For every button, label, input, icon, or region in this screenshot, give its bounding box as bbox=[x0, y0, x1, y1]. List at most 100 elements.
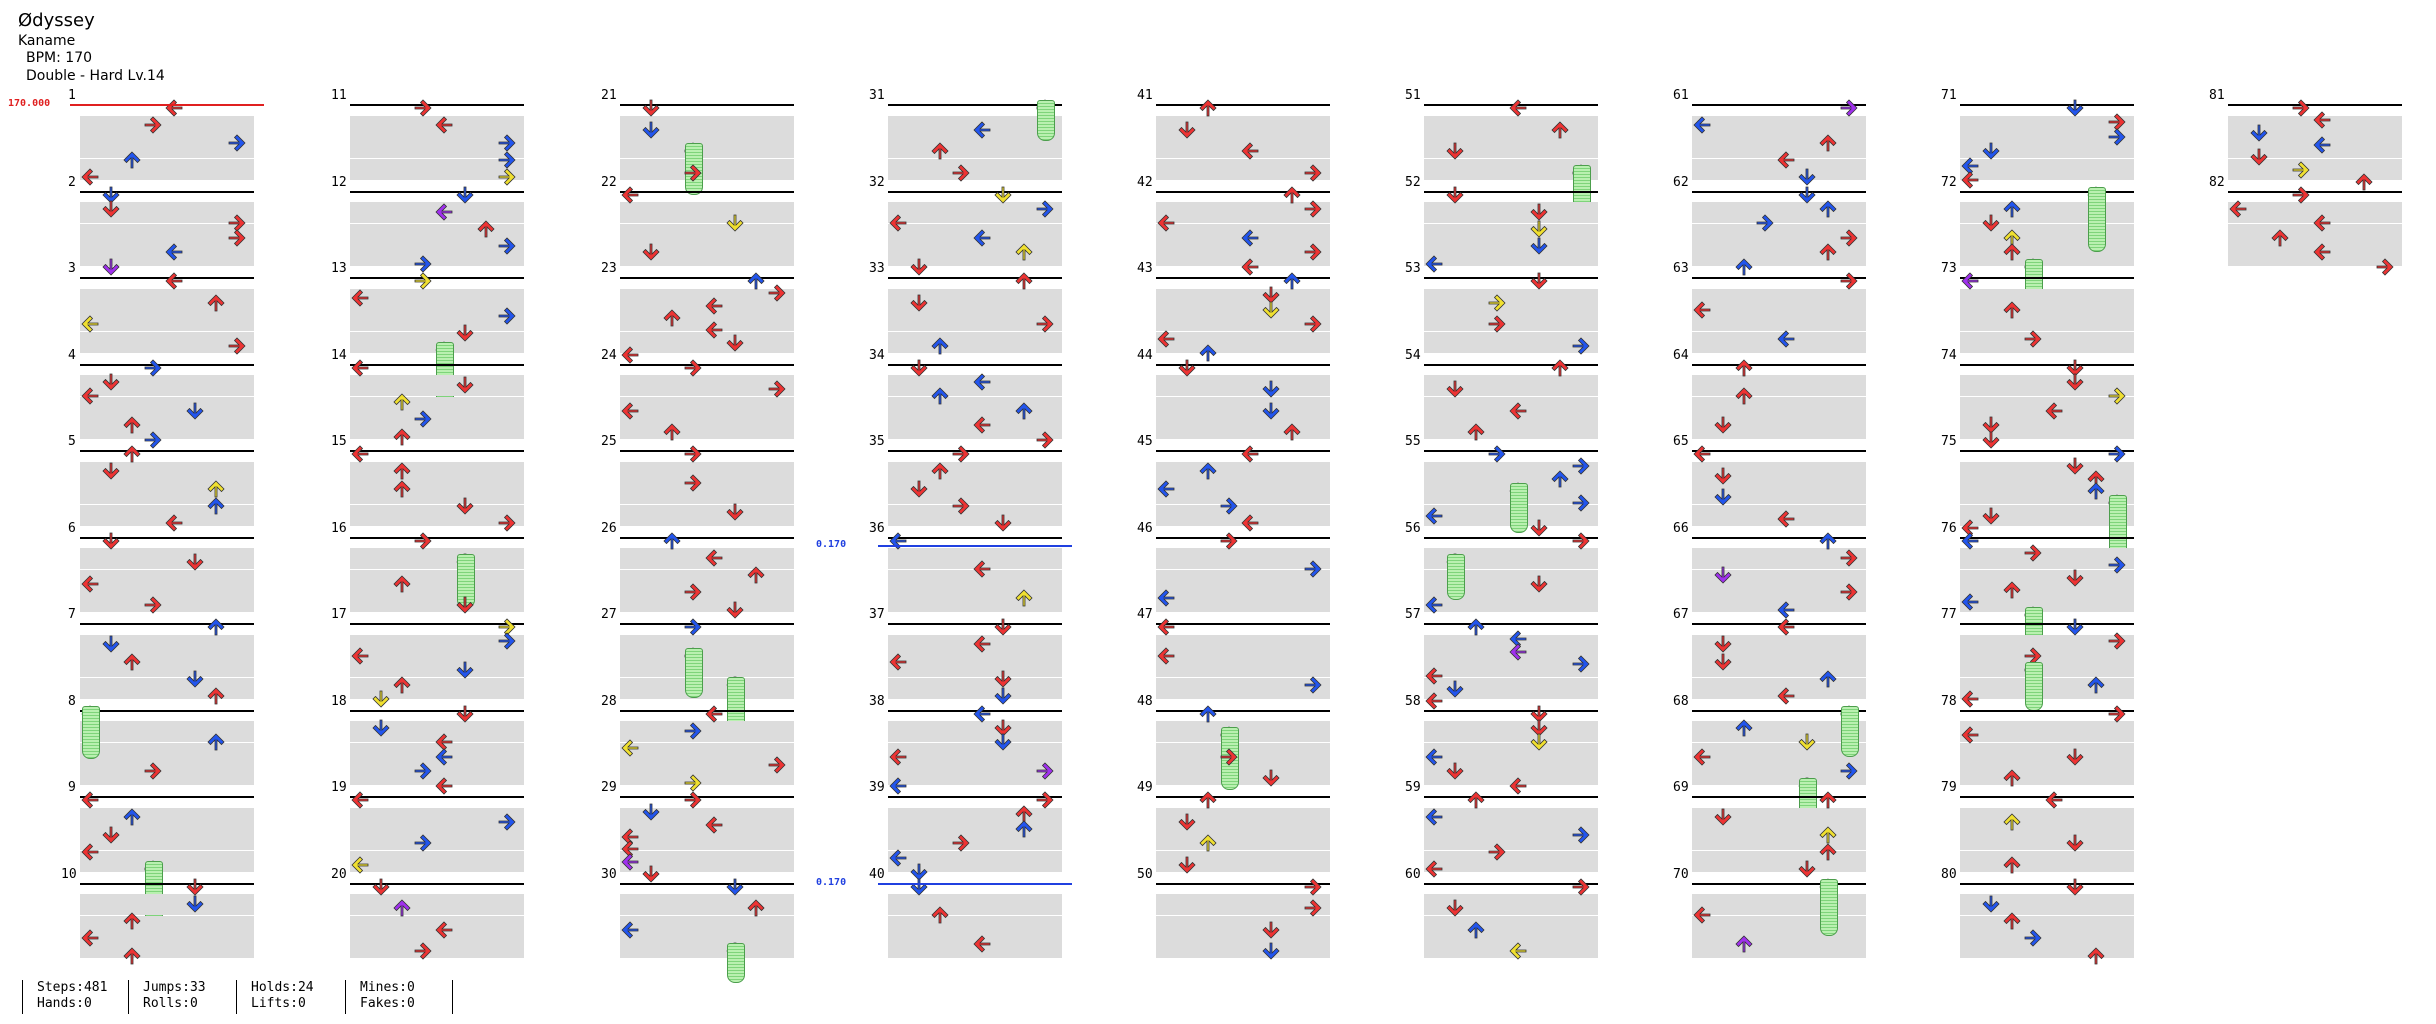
measure-line bbox=[80, 882, 254, 885]
measure-line bbox=[1960, 190, 2134, 193]
measure-number: 43 bbox=[1137, 261, 1153, 276]
measure-line bbox=[2228, 190, 2402, 193]
beat-row bbox=[620, 807, 794, 829]
beat-row bbox=[1960, 721, 2134, 743]
arrow-down-note bbox=[101, 199, 121, 219]
arrow-right-note bbox=[1487, 444, 1507, 464]
arrow-down-note bbox=[1797, 185, 1817, 205]
beat-row bbox=[1424, 375, 1598, 397]
measure-number: 13 bbox=[331, 261, 347, 276]
beat-row bbox=[1156, 850, 1330, 872]
measure-line bbox=[350, 709, 524, 712]
arrow-down-note bbox=[1713, 807, 1733, 827]
arrow-up-note bbox=[1198, 343, 1218, 363]
beat-row bbox=[620, 375, 794, 397]
arrow-down-note bbox=[641, 98, 661, 118]
beat-row bbox=[888, 548, 1062, 570]
measure-line bbox=[80, 536, 254, 539]
measure-line bbox=[1156, 450, 1330, 452]
beat-row bbox=[80, 504, 254, 526]
arrow-down-note bbox=[725, 333, 745, 353]
arrow-left-note bbox=[80, 928, 100, 948]
arrow-up-note bbox=[1014, 819, 1034, 839]
arrow-up-note bbox=[1734, 718, 1754, 738]
arrow-right-note bbox=[2107, 631, 2127, 651]
arrow-up-note bbox=[122, 415, 142, 435]
beat-row bbox=[1156, 137, 1330, 159]
arrow-left-note bbox=[972, 634, 992, 654]
beat-row bbox=[350, 829, 524, 851]
arrow-down-note bbox=[2065, 833, 2085, 853]
arrow-left-note bbox=[1508, 642, 1528, 662]
hold-note bbox=[1510, 483, 1528, 534]
beat-row bbox=[888, 375, 1062, 397]
measure-number: 23 bbox=[601, 261, 617, 276]
beat-row bbox=[350, 504, 524, 526]
measure-number: 35 bbox=[869, 434, 885, 449]
arrow-right-note bbox=[1839, 98, 1859, 118]
arrow-up-note bbox=[206, 496, 226, 516]
arrow-down-note bbox=[1529, 732, 1549, 752]
beat-row bbox=[80, 937, 254, 959]
arrow-right-note bbox=[1571, 456, 1591, 476]
arrow-up-note bbox=[1550, 120, 1570, 140]
arrow-left-note bbox=[350, 444, 370, 464]
arrow-down-note bbox=[185, 669, 205, 689]
beat-row bbox=[888, 223, 1062, 245]
arrow-right-note bbox=[2023, 329, 2043, 349]
measure-line bbox=[620, 190, 794, 193]
beat-row bbox=[620, 591, 794, 613]
beat-row bbox=[1960, 461, 2134, 483]
measure-number: 39 bbox=[869, 780, 885, 795]
beat-row bbox=[1424, 721, 1598, 743]
arrow-right-note bbox=[143, 115, 163, 135]
measure-line bbox=[350, 536, 524, 539]
arrow-down-note bbox=[101, 825, 121, 845]
measure-line bbox=[1692, 277, 1866, 279]
measure-line bbox=[888, 709, 1062, 712]
arrow-up-note bbox=[392, 574, 412, 594]
measure-number: 24 bbox=[601, 347, 617, 363]
beat-row bbox=[888, 202, 1062, 224]
beat-row bbox=[1960, 137, 2134, 159]
arrow-up-note bbox=[1550, 358, 1570, 378]
beat-row bbox=[1692, 461, 1866, 483]
beat-row bbox=[350, 396, 524, 418]
measure-number: 14 bbox=[331, 347, 347, 363]
measure-line bbox=[1156, 882, 1330, 885]
beat-row bbox=[350, 850, 524, 872]
arrow-left-note bbox=[2312, 110, 2332, 130]
beat-row bbox=[1692, 764, 1866, 786]
arrow-up-note bbox=[206, 686, 226, 706]
beat-row bbox=[1692, 829, 1866, 851]
arrow-right-note bbox=[1303, 314, 1323, 334]
arrow-up-note bbox=[2354, 172, 2374, 192]
measure-number: 67 bbox=[1673, 607, 1689, 622]
bpm-change-label: 170.000 bbox=[8, 98, 51, 109]
arrow-down-note bbox=[455, 375, 475, 395]
beat-row bbox=[1960, 548, 2134, 570]
arrow-down-note bbox=[909, 479, 929, 499]
beat-row bbox=[80, 331, 254, 353]
arrow-left-note bbox=[1692, 444, 1712, 464]
arrow-left-note bbox=[80, 314, 100, 334]
beat-row bbox=[2228, 245, 2402, 267]
arrow-right-note bbox=[227, 213, 247, 233]
arrow-up-note bbox=[392, 427, 412, 447]
measure-line bbox=[1692, 882, 1866, 885]
arrow-up-note bbox=[746, 898, 766, 918]
arrow-left-note bbox=[1776, 509, 1796, 529]
arrow-up-note bbox=[1734, 358, 1754, 378]
measure-number: 28 bbox=[601, 693, 617, 709]
measure-line bbox=[620, 796, 794, 798]
measure-number: 66 bbox=[1673, 520, 1689, 536]
arrow-down-note bbox=[2249, 147, 2269, 167]
measure-number: 50 bbox=[1137, 866, 1153, 882]
measure-number: 32 bbox=[869, 174, 885, 190]
arrow-left-note bbox=[1424, 506, 1444, 526]
arrow-down-note bbox=[1713, 634, 1733, 654]
beat-row bbox=[1692, 894, 1866, 916]
beat-row bbox=[888, 591, 1062, 613]
arrow-down-note bbox=[993, 185, 1013, 205]
beat-row bbox=[620, 915, 794, 937]
